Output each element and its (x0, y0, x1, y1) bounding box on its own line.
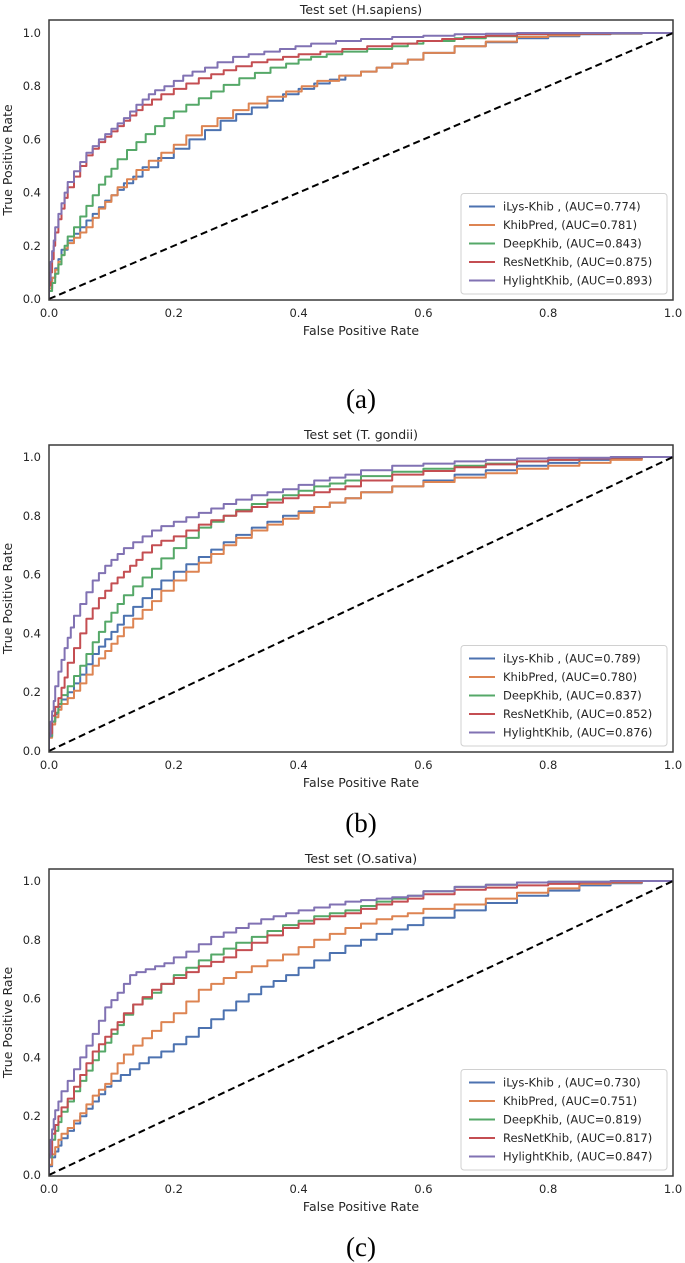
legend-entry: HylightKhib, (AUC=0.876) (503, 726, 652, 740)
roc-curve-resnetkhib (49, 456, 673, 751)
chance-line (49, 456, 673, 752)
roc-curve-khibpred (49, 880, 673, 1175)
x-tick-label: 0.2 (165, 758, 183, 772)
x-tick-label: 0.6 (414, 758, 432, 772)
x-tick-label: 0.6 (414, 306, 432, 320)
legend-entry: DeepKhib, (AUC=0.837) (503, 689, 642, 703)
x-tick-label: 1.0 (664, 758, 682, 772)
roc-panel-c: Test set (O.sativa) 0.0 0.2 0.4 0.6 0.8 1.0 0.0… (0, 851, 682, 1262)
legend-box (460, 193, 668, 295)
roc-curve-deepkhib (49, 32, 673, 299)
x-axis-label: False Positive Rate (303, 323, 419, 338)
x-tick-label: 0.2 (165, 306, 183, 320)
y-tick-label: 0.8 (23, 509, 41, 523)
x-tick-label: 0.4 (289, 1182, 307, 1196)
legend-box (460, 645, 668, 747)
roc-curve-hylightkhib (49, 32, 673, 299)
legend-entry: iLys-Khib , (AUC=0.730) (503, 1076, 641, 1090)
legend-entry: KhibPred, (AUC=0.751) (503, 1094, 637, 1108)
x-tick-label: 0.0 (40, 1182, 58, 1196)
y-tick-label: 0.0 (23, 292, 41, 306)
x-axis-label: False Positive Rate (303, 1199, 419, 1214)
chance-line (49, 880, 673, 1176)
x-tick-label: 0.8 (539, 1182, 557, 1196)
axes-frame (48, 868, 674, 1177)
legend-entry: KhibPred, (AUC=0.781) (503, 218, 637, 232)
x-tick-label: 0.8 (539, 306, 557, 320)
x-tick-label: 0.4 (289, 306, 307, 320)
legend-entry: DeepKhib, (AUC=0.819) (503, 1113, 642, 1127)
y-tick-label: 0.8 (23, 79, 41, 93)
axes-frame (48, 444, 674, 753)
plot-area (49, 880, 673, 1176)
legend-entry: HylightKhib, (AUC=0.847) (503, 1150, 652, 1164)
chart-title: Test set (O.sativa) (304, 851, 417, 866)
x-axis-label: False Positive Rate (303, 775, 419, 790)
x-tick-label: 1.0 (664, 306, 682, 320)
roc-curve-khibpred (49, 456, 673, 751)
x-tick-label: 0.8 (539, 758, 557, 772)
legend-entry: ResNetKhib, (AUC=0.817) (503, 1131, 652, 1145)
y-tick-label: 1.0 (23, 450, 41, 464)
legend: iLys-Khib , (AUC=0.730) KhibPred, (AUC=0.… (460, 1069, 668, 1171)
x-tick-label: 0.4 (289, 758, 307, 772)
y-axis-label: True Positive Rate (0, 967, 15, 1080)
x-tick-label: 0.6 (414, 1182, 432, 1196)
legend: iLys-Khib , (AUC=0.789) KhibPred, (AUC=0.… (460, 645, 668, 747)
y-tick-label: 0.6 (23, 568, 41, 582)
y-tick-label: 0.2 (23, 239, 41, 253)
panel-caption: (c) (346, 1232, 376, 1262)
axes-frame (48, 19, 674, 301)
roc-curve-resnetkhib (49, 880, 673, 1175)
y-tick-label: 0.6 (23, 992, 41, 1006)
x-tick-label: 0.2 (165, 1182, 183, 1196)
panel-caption: (b) (345, 808, 376, 838)
legend-entry: iLys-Khib , (AUC=0.789) (503, 652, 641, 666)
y-tick-label: 0.4 (23, 626, 41, 640)
y-axis-label: True Positive Rate (0, 104, 15, 217)
roc-curve-khibpred (49, 32, 673, 299)
y-tick-label: 0.2 (23, 1109, 41, 1123)
y-tick-label: 0.8 (23, 933, 41, 947)
x-tick-label: 0.0 (40, 758, 58, 772)
roc-panel-a: Test set (H.sapiens) 0.0 0.2 0.4 0.6 0.8 1.0 0.… (0, 2, 682, 414)
legend: iLys-Khib , (AUC=0.774) KhibPred, (AUC=0.… (460, 193, 668, 295)
y-axis-label: True Positive Rate (0, 543, 15, 656)
legend-entry: iLys-Khib , (AUC=0.774) (503, 200, 641, 214)
panel-caption: (a) (346, 384, 376, 414)
legend-box (460, 1069, 668, 1171)
legend-entry: DeepKhib, (AUC=0.843) (503, 237, 642, 251)
y-tick-label: 0.6 (23, 132, 41, 146)
plot-area (49, 32, 673, 300)
y-tick-label: 0.2 (23, 685, 41, 699)
x-tick-label: 0.0 (40, 306, 58, 320)
plot-area (49, 456, 673, 752)
legend-entry: ResNetKhib, (AUC=0.852) (503, 707, 652, 721)
y-tick-label: 0.4 (23, 1050, 41, 1064)
legend-entry: KhibPred, (AUC=0.780) (503, 670, 637, 684)
y-tick-label: 0.4 (23, 186, 41, 200)
chart-title: Test set (H.sapiens) (299, 2, 422, 17)
y-tick-label: 0.0 (23, 1168, 41, 1182)
y-tick-label: 1.0 (23, 874, 41, 888)
chance-line (49, 32, 673, 300)
x-tick-label: 1.0 (664, 1182, 682, 1196)
roc-curve-hylightkhib (49, 880, 673, 1175)
roc-panel-b: Test set (T. gondii) 0.0 0.2 0.4 0.6 0.8 1.0 0.… (0, 427, 682, 838)
chart-title: Test set (T. gondii) (303, 427, 418, 442)
y-tick-label: 0.0 (23, 744, 41, 758)
legend-entry: HylightKhib, (AUC=0.893) (503, 274, 652, 288)
roc-curve-hylightkhib (49, 456, 673, 751)
legend-entry: ResNetKhib, (AUC=0.875) (503, 255, 652, 269)
y-tick-label: 1.0 (23, 26, 41, 40)
